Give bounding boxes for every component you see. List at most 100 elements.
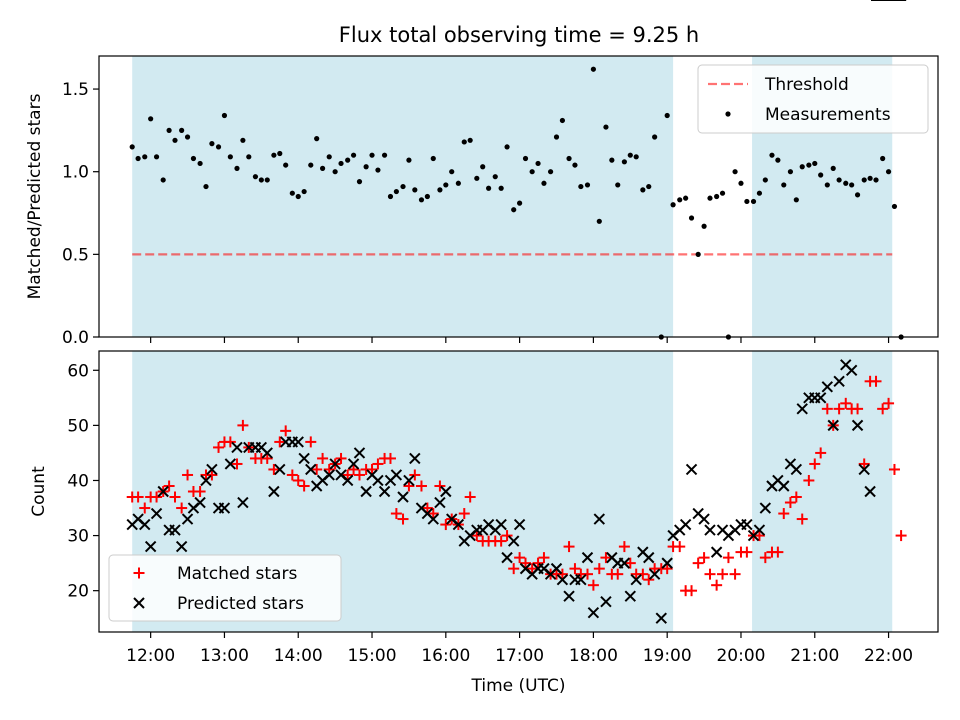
measurement-point [424,193,430,200]
measurement-point [271,152,277,158]
predicted-star-point [452,518,465,531]
predicted-star-point [347,458,360,470]
matched-star-point [753,530,765,542]
matched-star-point [593,563,605,575]
matched-star-point [895,530,907,542]
measurement-point [781,182,787,188]
predicted-stars-series [126,0,907,624]
measurement-point [633,154,639,160]
predicted-star-point [833,375,845,388]
top-ytick-label: 0.0 [62,328,89,348]
predicted-star-point [858,463,870,476]
predicted-star-point [655,612,667,624]
predicted-star-point [759,502,772,514]
measurement-point [326,154,332,160]
predicted-star-point [397,491,409,503]
matched-star-point [495,535,507,547]
matched-star-point [803,474,815,486]
predicted-star-point [360,485,372,498]
matched-star-point [833,403,845,415]
measurement-point [529,169,535,175]
bottom-xtick-label: 15:00 [348,646,397,666]
measurement-point [234,165,240,171]
measurement-point [283,162,289,168]
matched-star-point [305,436,317,448]
predicted-star-point [710,546,723,558]
matched-stars-series [126,375,907,597]
measurements-legend-label: Measurements [765,105,891,125]
measurement-point [553,134,560,140]
matched-star-point [353,469,365,481]
predicted-star-point [206,463,218,476]
matched-star-point [274,436,286,448]
matched-star-point [132,491,144,503]
predicted-star-point [507,535,520,547]
measurement-point [646,183,652,190]
predicted-star-point [169,524,181,536]
measurement-point [498,185,504,191]
matched-star-point [471,530,483,542]
measurement-point [443,182,449,188]
measurement-point [338,160,344,167]
matched-star-point [501,530,513,542]
matched-star-point [538,552,550,564]
measurement-point [486,185,492,191]
predicted-star-point [237,496,249,509]
predicted-star-point [814,392,827,404]
measurement-point [437,187,443,193]
matched-star-point [674,541,686,553]
top-ytick-label: 1.5 [62,80,89,100]
matched-star-point [717,568,729,580]
bottom-xtick-label: 18:00 [569,646,618,666]
measurement-point [190,155,197,162]
matched-star-point [643,574,655,586]
predicted-legend-label: Predicted stars [177,594,304,614]
matched-star-point [169,491,181,503]
measurement-point [714,193,720,200]
predicted-star-point [563,590,575,602]
measurement-point [412,187,418,193]
measurement-point [559,117,566,124]
measurement-point [184,134,191,140]
measurement-point [843,180,849,186]
predicted-star-point [698,513,710,525]
predicted-star-point [150,507,163,520]
measurement-point [480,164,486,170]
measurements-legend-swatch [725,111,731,117]
bottom-xtick-label: 14:00 [274,646,323,666]
matched-star-point [722,552,734,564]
bottom-xtick-label: 13:00 [200,646,249,666]
matched-star-point [292,474,304,486]
bottom-ytick-label: 40 [67,471,89,491]
measurement-point [719,190,726,196]
measurement-point [584,182,591,188]
predicted-star-point [274,463,286,476]
measurement-point [891,203,898,210]
measurement-point [547,169,554,175]
matched-star-point [563,541,575,553]
predicted-star-point [827,419,839,432]
measurements-series [129,66,904,340]
matched-star-point [427,508,439,520]
measurement-point [455,180,461,186]
matched-star-point [692,557,704,569]
matched-star-point [421,502,433,514]
measurement-point [799,164,805,170]
measurement-point [621,159,627,165]
measurement-point [369,152,375,158]
measurement-point [209,141,215,147]
matched-star-point [151,491,163,503]
predicted-star-point [261,447,273,459]
predicted-star-point [790,463,803,476]
measurement-point [393,188,399,195]
matched-star-point [612,568,624,580]
measurement-point [707,195,713,201]
measurement-point [308,162,314,168]
measurement-point [541,180,547,186]
matched-star-point [163,480,175,492]
matched-star-point [384,452,396,464]
measurement-point [492,174,498,180]
threshold-legend-label: Threshold [764,75,849,95]
measurement-point [461,139,467,145]
measurement-point [769,152,775,158]
